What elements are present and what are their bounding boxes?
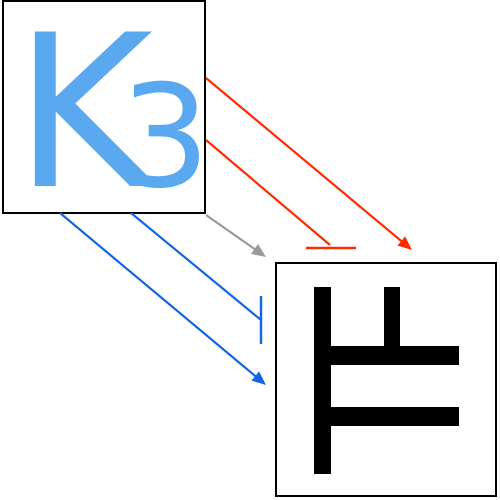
node-k3-label: K [14, 0, 158, 236]
edge-red-inhibition [205, 139, 331, 246]
node-k3-box [2, 0, 206, 214]
edge-blue-inhibition [130, 212, 262, 321]
arrowhead-gray-activation [251, 244, 266, 257]
node-k3-subscript: 3 [120, 55, 210, 220]
edge-gray-activation [205, 214, 258, 252]
arrowhead-red-activation [397, 236, 412, 250]
arrowhead-blue-activation [251, 371, 266, 385]
node-k3: K 3 [2, 0, 210, 236]
edge-red-activation [205, 77, 405, 244]
edges-group [59, 77, 412, 385]
tf-glyph-icon [314, 287, 459, 474]
edge-blue-activation [59, 212, 259, 379]
node-tf [275, 262, 497, 497]
